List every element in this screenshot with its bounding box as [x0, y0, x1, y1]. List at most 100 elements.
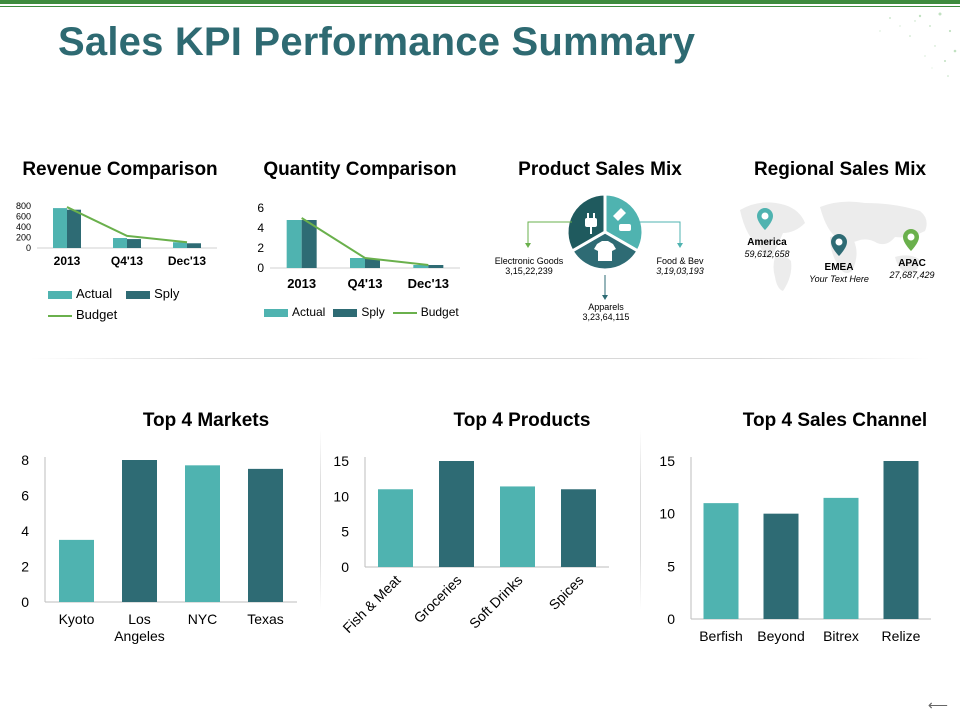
bar-sply — [187, 243, 201, 248]
bar — [883, 461, 919, 619]
x-tick-label: Relize — [882, 628, 921, 644]
bar-sply — [127, 239, 141, 248]
bar — [561, 489, 596, 567]
x-tick-label: Bitrex — [823, 628, 859, 644]
markets-chart: 0 2 4 6 8 Kyoto Los Angeles NYC Texas — [0, 445, 310, 665]
regional-mix-title: Regional Sales Mix — [753, 159, 927, 180]
legend-budget: Budget — [48, 307, 117, 322]
product-mix-title: Product Sales Mix — [518, 159, 682, 180]
y-tick-label: 10 — [333, 488, 349, 504]
legend-actual: Actual — [264, 305, 325, 319]
x-tick-label: NYC — [188, 611, 218, 627]
y-tick-label: 6 — [21, 488, 29, 504]
region-america: America 59,612,658 — [744, 237, 790, 259]
x-tick-label: Spices — [546, 572, 587, 613]
connector-food — [640, 221, 681, 246]
bar-sply — [301, 220, 317, 268]
x-tick-label: Dec'13 — [168, 254, 207, 268]
y-tick-label: 5 — [341, 524, 349, 540]
y-tick-label: 10 — [659, 506, 675, 522]
region-apac: APAC 27,687,429 — [889, 258, 935, 280]
budget-line — [66, 206, 188, 244]
bar-sply — [428, 265, 444, 268]
bar — [823, 497, 859, 619]
section-divider — [30, 358, 930, 359]
quantity-legend: Actual Sply Budget — [264, 305, 484, 319]
region-emea: EMEA Your Text Here — [809, 262, 869, 284]
y-tick-label: 600 — [16, 212, 31, 222]
channels-chart: 0 5 10 15 Berfish Beyond Bitrex Relize — [640, 445, 950, 665]
y-tick-label: 8 — [21, 452, 29, 468]
revenue-legend: Actual Sply Budget — [48, 286, 228, 322]
food-icon — [613, 208, 631, 231]
shirt-icon — [594, 241, 616, 261]
bar-sply — [67, 209, 81, 248]
pin-emea-icon — [831, 234, 847, 256]
y-tick-label: 0 — [21, 594, 29, 610]
y-tick-label: 4 — [21, 523, 29, 539]
bar — [378, 489, 413, 567]
bar — [248, 468, 283, 602]
x-tick-label: Kyoto — [59, 611, 95, 627]
revenue-chart: 0 200 400 600 800 2013 Q4'13 Dec'13 — [0, 195, 230, 275]
top-accent-line — [0, 6, 960, 7]
y-tick-label: 15 — [659, 453, 675, 469]
plug-icon — [585, 213, 597, 234]
bar-actual — [173, 242, 187, 248]
column-divider-2 — [640, 430, 641, 610]
legend-budget: Budget — [392, 305, 459, 319]
quantity-chart-title: Quantity Comparison — [263, 159, 457, 180]
bar — [185, 465, 220, 602]
x-tick-label: Fish & Meat — [339, 572, 403, 636]
y-tick-label: 0 — [341, 559, 349, 575]
x-tick-label: Q4'13 — [111, 254, 144, 268]
bar — [59, 539, 94, 602]
x-tick-label: 2013 — [54, 254, 81, 268]
revenue-chart-title: Revenue Comparison — [22, 159, 218, 180]
back-arrow-icon[interactable]: ⟵ — [927, 697, 948, 713]
y-tick-label: 0 — [667, 611, 675, 627]
y-tick-label: 200 — [16, 233, 31, 243]
bar-actual — [53, 208, 67, 248]
x-tick-label: Texas — [247, 611, 284, 627]
bar-actual — [350, 258, 365, 268]
products-chart: 0 5 10 15 Fish & Meat Groceries Soft Drinks Spi… — [320, 445, 630, 665]
x-tick-label: Los — [128, 611, 151, 627]
legend-actual: Actual — [48, 286, 112, 301]
y-tick-label: 5 — [667, 558, 675, 574]
world-map — [740, 201, 927, 291]
y-tick-label: 400 — [16, 222, 31, 232]
pin-america-icon — [757, 208, 773, 230]
bar — [703, 503, 739, 619]
quantity-chart: 0 2 4 6 2013 Q4'13 Dec'13 — [240, 195, 470, 300]
x-tick-label: Berfish — [699, 628, 743, 644]
label-food: Food & Bev 3,19,03,193 — [656, 256, 704, 277]
y-tick-label: 0 — [26, 243, 31, 253]
x-tick-label: Dec'13 — [408, 276, 449, 291]
bar — [439, 461, 474, 567]
bar-actual — [413, 265, 429, 268]
channels-chart-title: Top 4 Sales Channel — [742, 410, 928, 431]
x-tick-label: Groceries — [410, 572, 464, 626]
label-apparel: Apparels 3,23,64,115 — [582, 302, 630, 323]
y-tick-label: 15 — [333, 453, 349, 469]
products-chart-title: Top 4 Products — [453, 410, 591, 431]
pin-apac-icon — [903, 229, 919, 251]
label-electronic: Electronic Goods 3,15,22,239 — [494, 256, 564, 277]
column-divider-1 — [320, 430, 321, 610]
connector-electronic — [527, 221, 572, 246]
bar — [500, 486, 535, 567]
x-tick-label: Beyond — [757, 628, 804, 644]
y-tick-label: 800 — [16, 201, 31, 211]
bar-actual — [113, 238, 127, 248]
markets-chart-title: Top 4 Markets — [142, 410, 270, 431]
x-tick-label: 2013 — [287, 276, 316, 291]
bar — [763, 513, 799, 619]
x-tick-label: Soft Drinks — [466, 572, 526, 632]
product-mix-diagram — [525, 192, 683, 300]
y-tick-label: 6 — [257, 201, 264, 215]
legend-sply: Sply — [126, 286, 179, 301]
bar-sply — [365, 259, 380, 268]
y-tick-label: 2 — [257, 241, 264, 255]
bar-actual — [286, 220, 302, 268]
